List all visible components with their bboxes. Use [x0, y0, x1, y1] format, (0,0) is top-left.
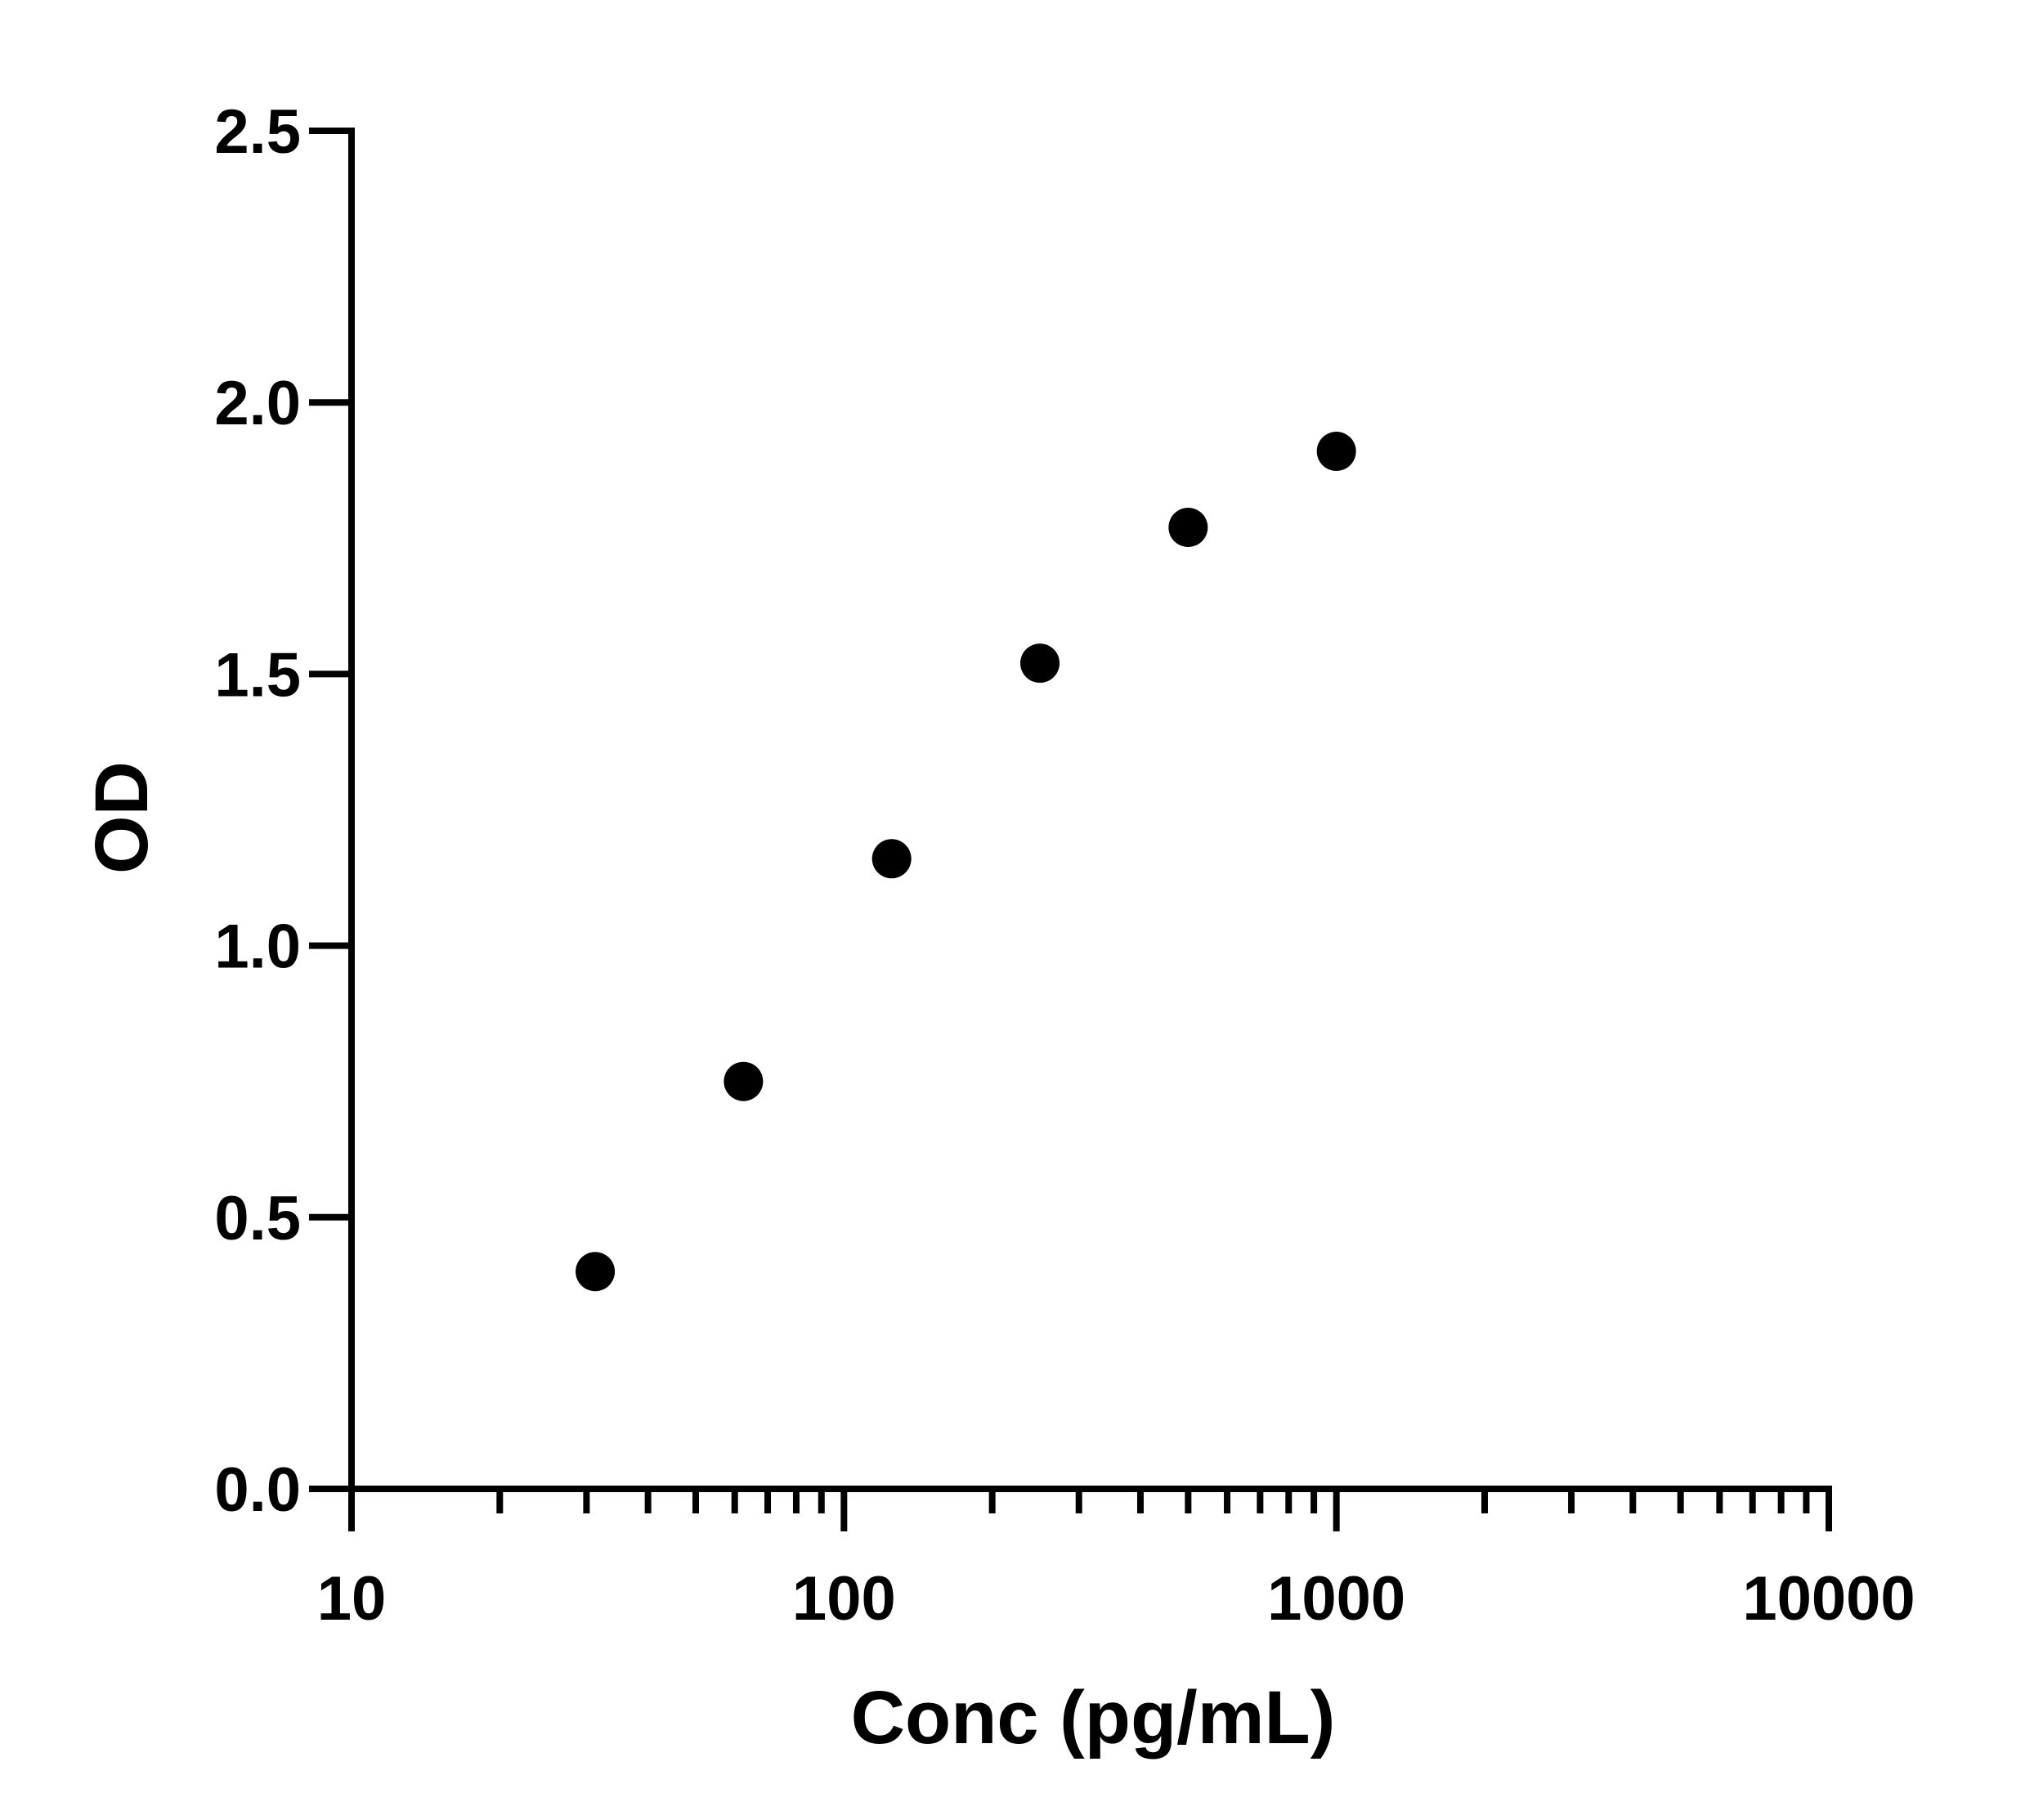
ticks: 0.0 0.5 1.0 1.5 2.0 2.5 10 100 1000 10000	[214, 97, 1915, 1634]
data-point	[1316, 431, 1356, 471]
y-tick-label: 2.0	[214, 369, 301, 438]
y-tick-label: 1.0	[214, 912, 301, 982]
y-tick-label: 0.0	[214, 1455, 301, 1525]
y-tick-label: 0.5	[214, 1184, 301, 1253]
data-points	[576, 431, 1356, 1292]
axes	[348, 128, 1832, 1492]
data-point	[1168, 508, 1208, 548]
data-point	[576, 1252, 616, 1292]
y-tick-label: 1.5	[214, 640, 301, 710]
y-tick-label: 2.5	[214, 97, 301, 167]
data-point	[1020, 643, 1060, 684]
data-point	[871, 839, 912, 879]
x-tick-label: 10	[317, 1564, 387, 1634]
x-tick-label: 100	[792, 1564, 896, 1634]
x-axis-label: Conc (pg/mL)	[851, 1676, 1336, 1759]
data-point	[724, 1061, 764, 1101]
y-axis-label: OD	[80, 761, 164, 874]
x-tick-label: 10000	[1742, 1564, 1915, 1634]
x-tick-label: 1000	[1267, 1564, 1405, 1634]
